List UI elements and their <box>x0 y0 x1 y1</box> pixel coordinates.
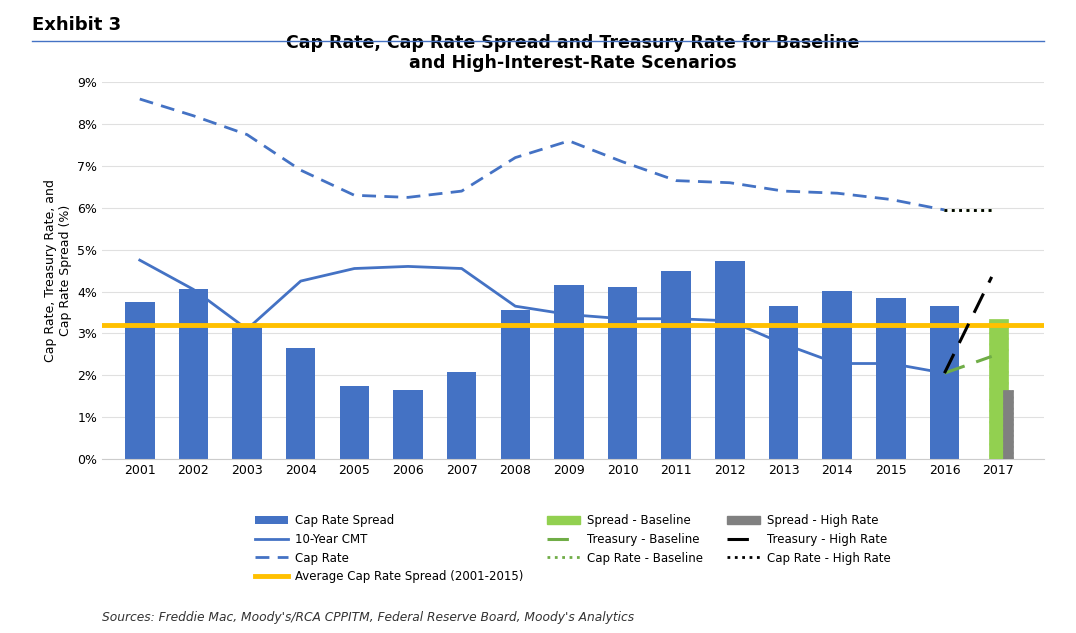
Bar <box>716 261 745 459</box>
Bar <box>662 271 691 459</box>
Text: Sources: Freddie Mac, Moody's/RCA CPPITM, Federal Reserve Board, Moody's Analyti: Sources: Freddie Mac, Moody's/RCA CPPITM… <box>102 610 635 624</box>
Y-axis label: Cap Rate, Treasury Rate, and
Cap Rate Spread (%): Cap Rate, Treasury Rate, and Cap Rate Sp… <box>44 179 72 362</box>
Bar <box>447 372 477 459</box>
Bar <box>125 302 155 459</box>
Bar <box>1003 390 1013 459</box>
Legend: Cap Rate Spread, 10-Year CMT, Cap Rate, Average Cap Rate Spread (2001-2015), Spr: Cap Rate Spread, 10-Year CMT, Cap Rate, … <box>255 514 891 584</box>
Title: Cap Rate, Cap Rate Spread and Treasury Rate for Baseline
and High-Interest-Rate : Cap Rate, Cap Rate Spread and Treasury R… <box>286 34 860 72</box>
Bar <box>232 327 261 459</box>
Bar <box>554 285 583 459</box>
Bar <box>500 310 530 459</box>
Bar <box>340 385 369 459</box>
Bar <box>286 348 315 459</box>
Text: Exhibit 3: Exhibit 3 <box>32 16 122 34</box>
Bar <box>876 298 906 459</box>
Bar <box>930 306 959 459</box>
Bar <box>768 306 798 459</box>
Bar <box>179 289 208 459</box>
Bar <box>822 291 852 459</box>
Bar <box>393 390 423 459</box>
Bar <box>608 287 637 459</box>
Bar <box>989 319 1008 459</box>
